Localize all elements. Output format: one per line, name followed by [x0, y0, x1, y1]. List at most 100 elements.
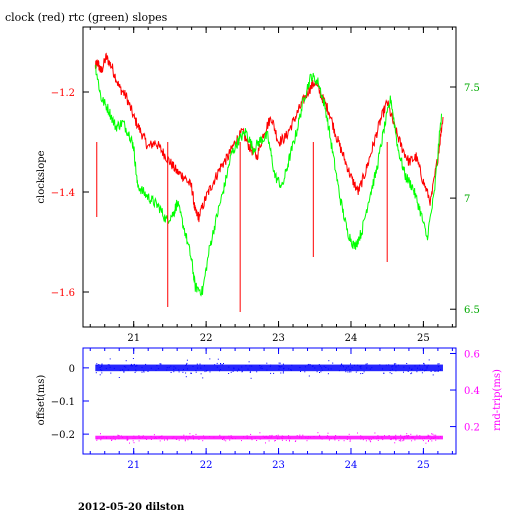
- series-point-rnd-trip: [317, 432, 319, 434]
- series-point-rnd-trip: [395, 437, 396, 439]
- series-point-rnd-trip: [251, 439, 253, 441]
- series-point-rnd-trip: [159, 436, 161, 438]
- series-point-offset: [249, 365, 251, 367]
- y-tick-label: −0.2: [51, 430, 75, 441]
- series-point-offset: [173, 368, 175, 370]
- series-point-offset: [338, 370, 340, 372]
- series-point-rnd-trip: [401, 437, 403, 438]
- series-point-rnd-trip: [392, 438, 394, 440]
- series-point-rnd-trip: [232, 438, 234, 439]
- series-point-rnd-trip: [241, 440, 242, 442]
- series-point-offset: [354, 364, 355, 366]
- series-point-rnd-trip: [381, 436, 383, 438]
- series-point-offset: [330, 368, 332, 370]
- series-point-offset: [209, 358, 211, 360]
- series-point-offset: [101, 363, 103, 365]
- series-point-rnd-trip: [307, 438, 309, 440]
- series-point-offset: [414, 365, 416, 367]
- series-point-rnd-trip: [134, 437, 136, 439]
- series-point-offset: [220, 363, 221, 364]
- series-point-offset: [304, 371, 306, 373]
- series-point-rnd-trip: [404, 435, 406, 437]
- series-point-rnd-trip: [302, 434, 304, 436]
- series-point-offset: [96, 363, 98, 365]
- series-point-offset: [280, 372, 282, 374]
- series-point-offset: [318, 364, 320, 366]
- series-point-rnd-trip: [100, 433, 101, 435]
- series-point-offset: [155, 369, 157, 371]
- series-point-offset: [349, 369, 351, 370]
- series-point-offset: [186, 362, 188, 364]
- series-point-offset: [214, 364, 216, 366]
- series-point-rnd-trip: [370, 441, 372, 443]
- series-point-rnd-trip: [348, 433, 350, 435]
- series-point-offset: [403, 366, 405, 368]
- series-point-offset: [168, 366, 170, 368]
- series-point-offset: [136, 365, 138, 367]
- series-point-rnd-trip: [281, 437, 283, 439]
- series-point-offset: [122, 369, 124, 371]
- series-point-rnd-trip: [114, 439, 116, 441]
- series-point-offset: [241, 366, 243, 368]
- series-point-offset: [321, 367, 323, 369]
- series-point-rnd-trip: [247, 437, 248, 439]
- series-point-offset: [182, 371, 184, 373]
- series-point-offset: [135, 365, 137, 367]
- series-point-rnd-trip: [382, 439, 384, 441]
- series-point-rnd-trip: [440, 436, 441, 438]
- series-point-offset: [191, 372, 192, 374]
- series-point-offset: [220, 363, 222, 365]
- series-point-rnd-trip: [161, 435, 163, 437]
- series-point-offset: [232, 370, 234, 372]
- series-point-rnd-trip: [431, 438, 433, 440]
- series-point-offset: [132, 365, 133, 367]
- series-point-rnd-trip: [369, 440, 371, 442]
- slope-panel-frame: [82, 26, 457, 328]
- series-point-rnd-trip: [142, 435, 144, 437]
- series-point-rnd-trip: [431, 440, 433, 442]
- series-point-offset: [195, 370, 197, 371]
- series-point-rnd-trip: [144, 438, 146, 439]
- series-point-rnd-trip: [193, 437, 194, 439]
- series-line-rtc: [94, 64, 442, 297]
- series-point-rnd-trip: [133, 442, 135, 444]
- series-point-offset: [391, 368, 393, 370]
- series-point-offset: [248, 361, 250, 363]
- series-point-offset: [259, 365, 261, 366]
- series-point-offset: [309, 364, 311, 366]
- series-point-offset: [109, 366, 111, 368]
- series-point-rnd-trip: [105, 436, 107, 438]
- series-point-offset: [233, 368, 235, 370]
- series-point-offset: [259, 367, 261, 369]
- series-point-rnd-trip: [281, 439, 283, 441]
- series-point-offset: [424, 370, 425, 372]
- series-point-offset: [236, 370, 238, 372]
- series-point-offset: [166, 369, 168, 371]
- series-point-offset: [130, 363, 132, 365]
- series-point-offset: [359, 366, 361, 368]
- series-point-offset: [291, 364, 293, 366]
- series-point-rnd-trip: [419, 435, 421, 437]
- series-point-rnd-trip: [372, 437, 374, 439]
- series-point-rnd-trip: [428, 435, 430, 437]
- series-point-offset: [419, 364, 421, 366]
- series-point-offset: [187, 368, 188, 370]
- series-point-offset: [371, 367, 373, 369]
- series-point-offset: [141, 367, 143, 369]
- series-point-rnd-trip: [133, 435, 135, 437]
- series-point-offset: [173, 371, 175, 373]
- series-point-rnd-trip: [427, 434, 429, 436]
- series-point-rnd-trip: [289, 440, 290, 442]
- x-tick-label: 24: [345, 333, 358, 344]
- series-point-rnd-trip: [407, 435, 409, 437]
- x-tick-label: 23: [272, 460, 285, 471]
- series-point-rnd-trip: [267, 436, 269, 438]
- series-point-rnd-trip: [437, 437, 439, 439]
- series-point-offset: [192, 366, 194, 367]
- series-point-offset: [360, 365, 362, 367]
- series-point-offset: [389, 372, 391, 374]
- series-point-rnd-trip: [343, 440, 345, 442]
- series-point-rnd-trip: [328, 439, 330, 441]
- series-point-rnd-trip: [403, 437, 405, 439]
- series-point-offset: [145, 363, 147, 365]
